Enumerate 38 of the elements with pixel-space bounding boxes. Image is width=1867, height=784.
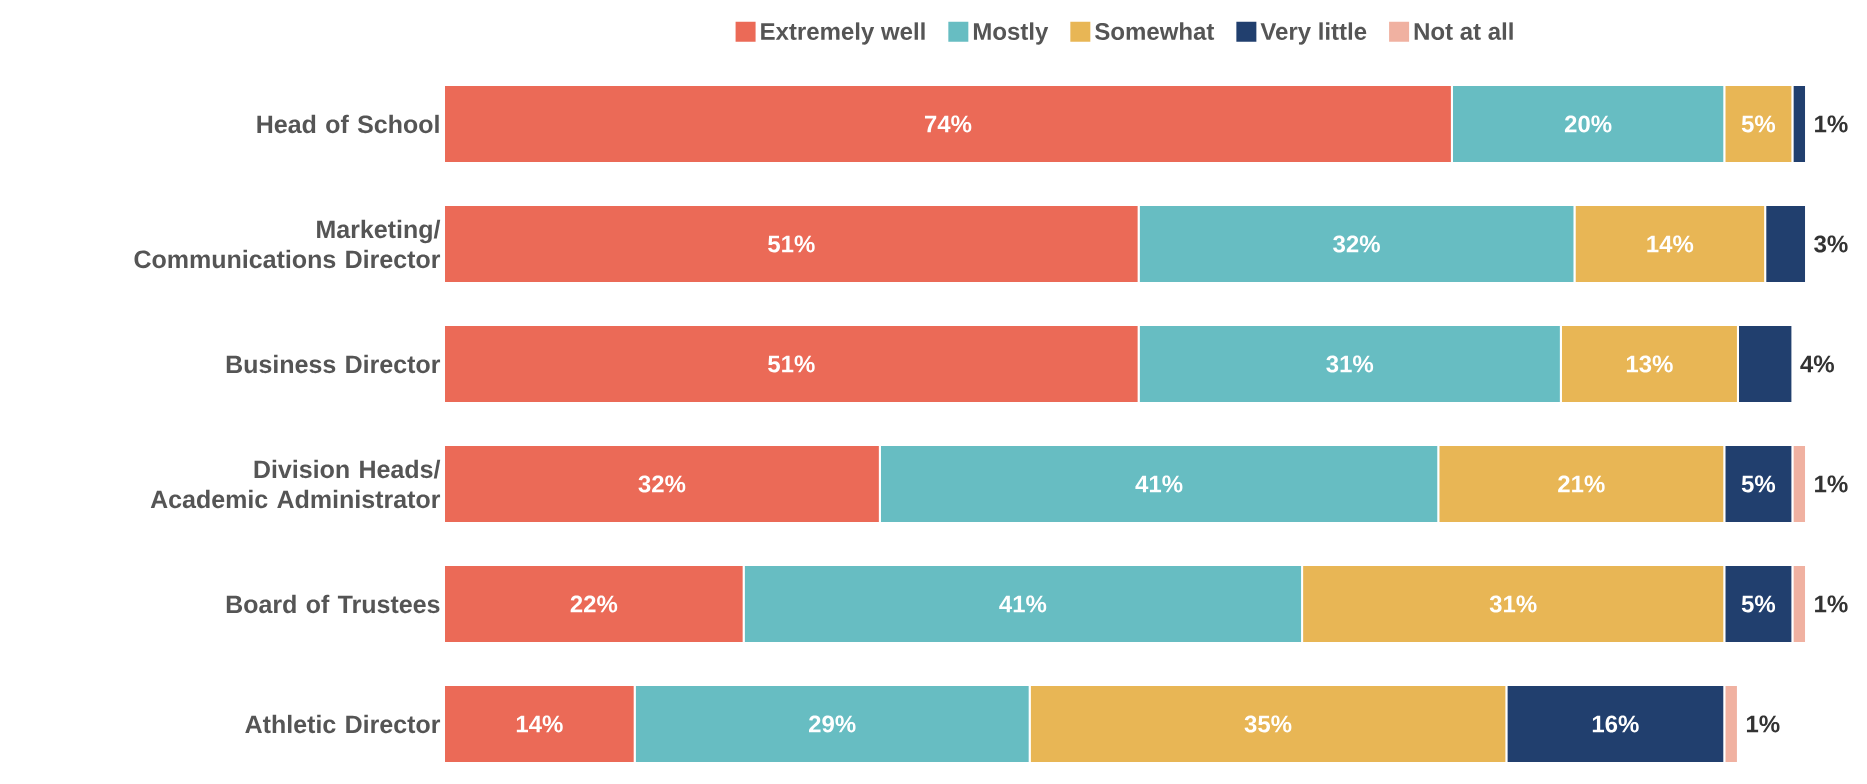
data-label: 3% — [1814, 235, 1848, 253]
y-tick-label: Business Director — [226, 354, 441, 374]
data-label: 21% — [1558, 475, 1605, 493]
y-tick-label: Athletic Director — [245, 714, 441, 734]
data-label: 1% — [1746, 715, 1780, 733]
data-label: 51% — [768, 235, 815, 253]
legend-label: Extremely well — [761, 22, 925, 45]
data-label: 1% — [1815, 475, 1848, 493]
data-label: 14% — [516, 715, 563, 733]
data-label: 4% — [1800, 355, 1834, 373]
data-label: 5% — [1741, 595, 1776, 613]
legend-label: Somewhat — [1095, 22, 1215, 40]
data-label: 5% — [1741, 475, 1776, 493]
y-tick-label: Division Heads/ Academic Administrator — [150, 459, 441, 509]
data-label: 5% — [1741, 115, 1776, 133]
data-label: 31% — [1489, 595, 1537, 613]
y-tick-label: Board of Trustees — [226, 594, 440, 614]
data-label: 14% — [1647, 235, 1694, 253]
data-label: 32% — [1333, 235, 1380, 253]
data-label: 13% — [1626, 355, 1673, 373]
data-label: 29% — [809, 715, 856, 733]
legend-label: Not at all — [1414, 22, 1513, 40]
data-label: 51% — [768, 355, 815, 373]
data-label: 20% — [1564, 115, 1612, 133]
data-label: 41% — [999, 595, 1047, 613]
y-tick-label: Marketing/ Communications Director — [134, 219, 441, 269]
data-label: 32% — [638, 475, 686, 493]
legend-label: Mostly — [973, 22, 1049, 45]
data-label: 16% — [1592, 715, 1639, 733]
y-tick-label: Head of School — [257, 114, 439, 134]
data-label: 22% — [570, 595, 618, 613]
data-label: 74% — [924, 115, 972, 133]
data-label: 1% — [1815, 595, 1848, 613]
data-label: 31% — [1326, 355, 1374, 373]
legend-label: Very little — [1260, 22, 1367, 45]
data-label: 35% — [1244, 715, 1292, 733]
data-label: 41% — [1135, 475, 1183, 493]
data-label: 1% — [1815, 115, 1848, 133]
